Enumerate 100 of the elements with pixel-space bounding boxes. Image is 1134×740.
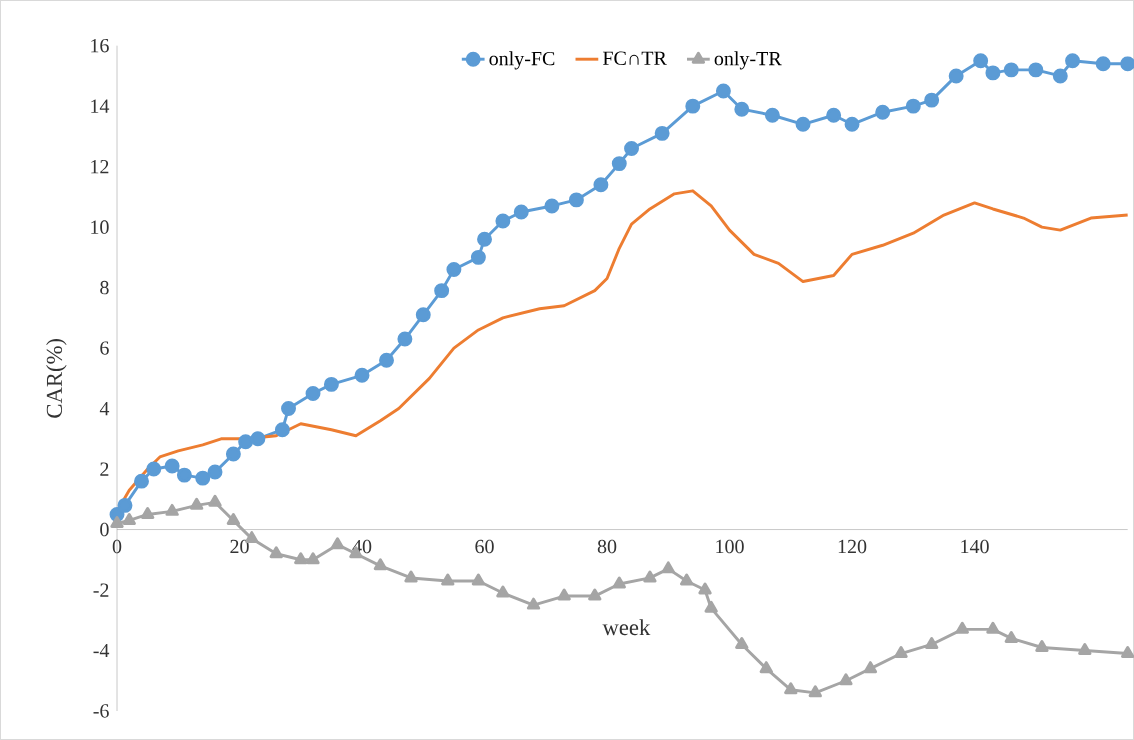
point <box>373 558 388 571</box>
point <box>208 494 222 507</box>
point <box>238 434 254 450</box>
point <box>948 68 964 84</box>
y-tick-label: 6 <box>100 341 109 355</box>
y-tick-label: 2 <box>100 462 109 476</box>
point <box>839 673 853 686</box>
y-tick-label: -4 <box>93 643 110 658</box>
point <box>164 458 180 474</box>
point <box>117 497 133 513</box>
point <box>134 473 149 489</box>
point <box>496 585 510 598</box>
point <box>704 600 718 613</box>
point <box>110 516 124 528</box>
point <box>225 446 241 462</box>
point <box>557 588 571 601</box>
point <box>470 249 486 265</box>
point <box>513 204 529 220</box>
point <box>140 506 155 519</box>
legend-label: FC∩TR <box>602 51 667 66</box>
x-tick-label: 100 <box>716 539 744 554</box>
point <box>679 573 694 586</box>
x-tick-label: 0 <box>112 539 122 554</box>
point <box>226 513 241 525</box>
point <box>250 431 266 447</box>
point <box>269 546 283 559</box>
point <box>624 141 639 156</box>
x-tick-label: 60 <box>475 539 494 554</box>
point <box>826 107 842 123</box>
y-axis-title: CAR(%) <box>46 339 67 418</box>
point <box>654 125 670 141</box>
point <box>415 307 431 323</box>
point <box>146 461 162 477</box>
point <box>1052 68 1068 84</box>
point <box>1035 640 1049 652</box>
x-tick-label: 20 <box>230 539 249 554</box>
point <box>471 573 486 586</box>
point <box>354 367 370 383</box>
y-tick-label: -6 <box>93 704 109 718</box>
point <box>784 682 798 695</box>
point <box>495 213 511 229</box>
point <box>715 83 731 99</box>
y-tick-label: 8 <box>100 280 109 295</box>
y-tick-label: 0 <box>100 522 109 537</box>
point <box>379 352 394 368</box>
point <box>973 53 989 69</box>
point <box>986 621 1000 634</box>
legend-label: only-TR <box>714 51 782 70</box>
point <box>759 661 773 674</box>
y-tick-label: 4 <box>99 402 110 416</box>
point <box>544 198 560 214</box>
point <box>189 497 204 510</box>
point <box>735 636 749 649</box>
point <box>207 464 223 480</box>
point <box>698 582 712 595</box>
point <box>894 646 908 659</box>
point <box>844 116 860 132</box>
point <box>330 537 345 550</box>
point <box>643 570 657 583</box>
point <box>281 401 296 417</box>
point <box>122 513 136 525</box>
point <box>441 573 455 586</box>
point <box>568 192 584 208</box>
y-tick-label: 12 <box>91 160 109 174</box>
point <box>274 422 290 438</box>
point <box>323 376 339 392</box>
point <box>526 597 541 610</box>
point <box>734 101 750 117</box>
point <box>1095 56 1111 72</box>
y-tick-label: 10 <box>91 220 109 234</box>
point <box>305 385 321 401</box>
point <box>294 552 308 565</box>
point <box>611 156 627 172</box>
point <box>985 65 1001 81</box>
point <box>924 92 940 108</box>
point <box>434 283 450 299</box>
point <box>446 261 462 277</box>
y-tick-label: -2 <box>93 583 109 597</box>
point <box>1065 53 1081 69</box>
point <box>1004 630 1018 643</box>
point <box>397 331 413 347</box>
y-tick-label: 16 <box>91 38 109 53</box>
point <box>875 104 891 120</box>
point <box>1078 643 1092 655</box>
point <box>612 576 626 589</box>
point <box>925 636 939 649</box>
point <box>808 685 822 698</box>
point <box>685 98 701 114</box>
x-axis-title: week <box>602 619 651 636</box>
point <box>863 661 878 674</box>
x-tick-label: 120 <box>838 539 867 554</box>
point <box>1028 62 1044 78</box>
point <box>477 231 492 247</box>
point <box>1003 62 1019 78</box>
point <box>588 588 602 601</box>
point <box>661 561 675 574</box>
point <box>165 503 179 516</box>
point <box>306 552 320 565</box>
point <box>404 570 418 583</box>
x-tick-label: 80 <box>597 539 617 554</box>
